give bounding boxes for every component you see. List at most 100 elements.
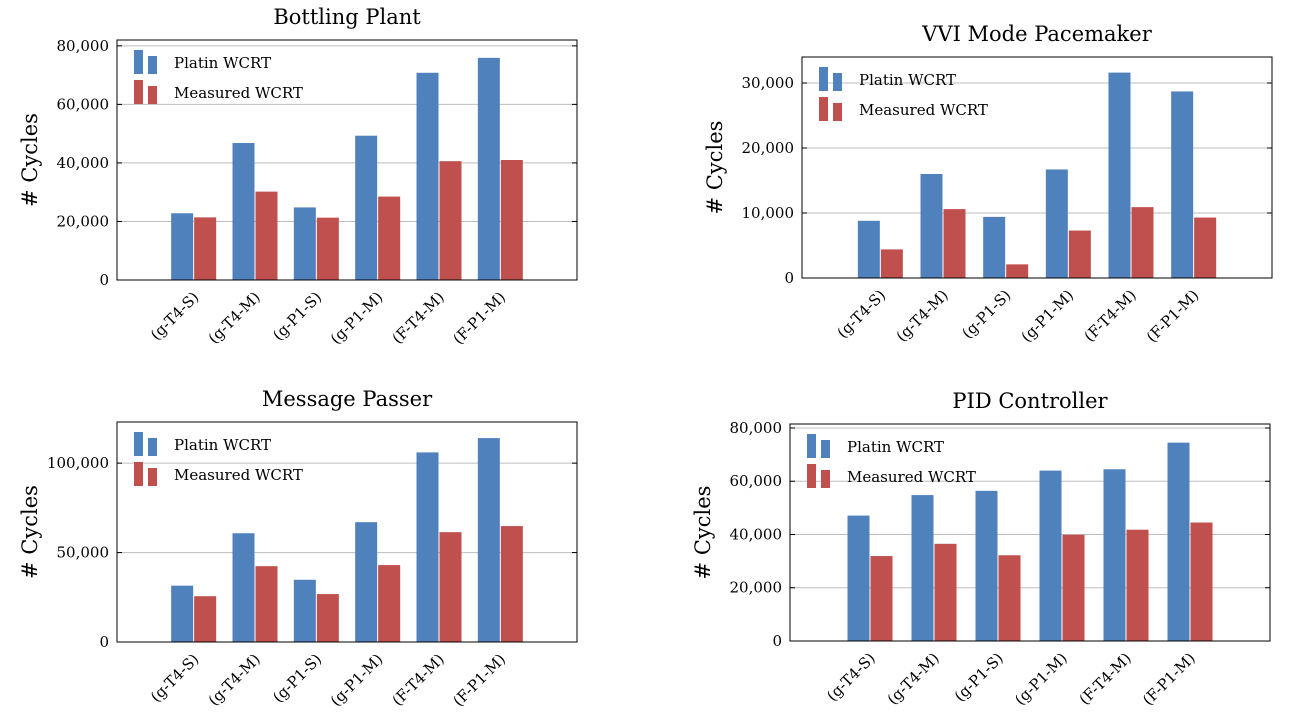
legend-swatch (833, 73, 842, 91)
y-tick-label: 50,000 (57, 544, 110, 562)
legend-label: Platin WCRT (174, 54, 271, 72)
legend-swatch (833, 103, 842, 121)
bar-measured (255, 566, 278, 642)
bar-measured (1068, 230, 1091, 278)
bar-measured (998, 555, 1021, 641)
bar-platin (293, 579, 316, 642)
bar-platin (1103, 469, 1126, 641)
bar-measured (378, 196, 401, 280)
y-tick-label: 60,000 (57, 95, 110, 113)
legend-label: Platin WCRT (174, 436, 271, 454)
bar-measured (316, 217, 339, 280)
bar-platin (1108, 72, 1131, 278)
x-tick-label: (g-P1-S) (951, 649, 1007, 705)
bar-measured (870, 556, 893, 641)
bar-platin (355, 135, 378, 280)
plot-frame (116, 421, 578, 643)
x-tick-label: (F-T4-M) (1075, 649, 1134, 708)
y-tick-label: 80,000 (730, 419, 783, 437)
bar-measured (1190, 522, 1213, 641)
x-tick-label: (g-T4-M) (884, 649, 943, 708)
bar-measured (880, 249, 903, 278)
bar-measured (1194, 217, 1217, 278)
legend-swatch (821, 440, 830, 458)
bar-platin (911, 495, 934, 641)
y-axis-label: # Cycles (703, 121, 727, 215)
legend-swatch (819, 97, 828, 121)
legend-label: Platin WCRT (859, 71, 956, 89)
bar-measured (1126, 529, 1149, 641)
x-tick-label: (F-P1-M) (449, 650, 509, 710)
y-tick-label: 0 (784, 269, 794, 287)
bar-platin (293, 207, 316, 280)
y-tick-label: 0 (99, 271, 109, 289)
y-tick-label: 30,000 (742, 74, 795, 92)
bar-platin (477, 57, 500, 281)
x-tick-label: (g-P1-M) (1011, 649, 1071, 709)
y-tick-label: 0 (99, 633, 109, 651)
bar-measured (439, 532, 462, 642)
legend-swatch (134, 462, 143, 486)
legend-swatch (807, 464, 816, 488)
y-tick-label: 40,000 (730, 525, 783, 543)
legend-swatch (807, 434, 816, 458)
bar-platin (355, 522, 378, 642)
x-tick-label: (g-P1-S) (269, 650, 325, 706)
legend-swatch (148, 56, 157, 74)
legend-swatch (819, 67, 828, 91)
y-tick-label: 80,000 (57, 37, 110, 55)
chart-3: 0 50,000 100,000 (g-T4-S) (g-T4-M) (g-P1-S) (g… (18, 387, 578, 710)
y-tick-label: 100,000 (47, 454, 109, 472)
chart-title: VVI Mode Pacemaker (921, 22, 1152, 46)
legend-swatch (134, 80, 143, 104)
bar-measured (316, 594, 339, 642)
bar-measured (1131, 207, 1154, 278)
x-tick-label: (g-T4-S) (833, 286, 889, 342)
legend-label: Platin WCRT (847, 438, 944, 456)
y-axis-label: # Cycles (691, 486, 715, 580)
y-tick-label: 40,000 (57, 154, 110, 172)
bar-platin (1171, 91, 1194, 278)
bar-platin (1167, 442, 1190, 641)
bar-measured (194, 596, 217, 642)
bar-measured (934, 543, 957, 641)
legend-label: Measured WCRT (847, 468, 976, 486)
x-tick-label: (g-P1-S) (269, 288, 325, 344)
y-axis-label: # Cycles (18, 113, 42, 207)
x-tick-label: (g-T4-S) (823, 649, 879, 705)
bar-measured (255, 191, 278, 280)
x-tick-label: (g-T4-M) (205, 650, 264, 709)
x-tick-label: (F-P1-M) (1143, 286, 1203, 346)
bar-measured (194, 217, 217, 280)
y-tick-label: 10,000 (742, 204, 795, 222)
x-tick-label: (F-T4-M) (1080, 286, 1139, 345)
x-tick-label: (F-T4-M) (388, 288, 447, 347)
x-tick-label: (g-T4-M) (893, 286, 952, 345)
legend-swatch (134, 50, 143, 74)
bar-platin (416, 452, 439, 642)
chart-4: 0 20,000 40,000 60,000 80,000 (g-T4-S) (g-T4-M… (691, 389, 1271, 709)
bar-platin (847, 515, 870, 641)
bar-measured (943, 209, 966, 278)
x-tick-label: (g-T4-M) (205, 288, 264, 347)
legend-swatch (148, 468, 157, 486)
chart-title: Message Passer (262, 387, 433, 411)
bar-platin (1039, 470, 1062, 641)
x-tick-label: (F-T4-M) (388, 650, 447, 709)
x-tick-label: (g-P1-M) (327, 650, 387, 710)
legend-swatch (148, 86, 157, 104)
legend-swatch (134, 432, 143, 456)
x-tick-label: (g-P1-M) (1017, 286, 1077, 346)
bar-measured (378, 565, 401, 642)
legend-swatch (821, 470, 830, 488)
plot-frame (801, 56, 1273, 279)
bar-platin (232, 533, 255, 642)
plot-frame (789, 423, 1271, 642)
bar-platin (171, 213, 194, 280)
bar-platin (983, 216, 1006, 278)
chart-1: 0 20,000 40,000 60,000 80,000 (g-T4-S) (g-T4-M… (18, 5, 578, 348)
chart-title: PID Controller (952, 389, 1108, 413)
y-tick-label: 0 (772, 632, 782, 650)
